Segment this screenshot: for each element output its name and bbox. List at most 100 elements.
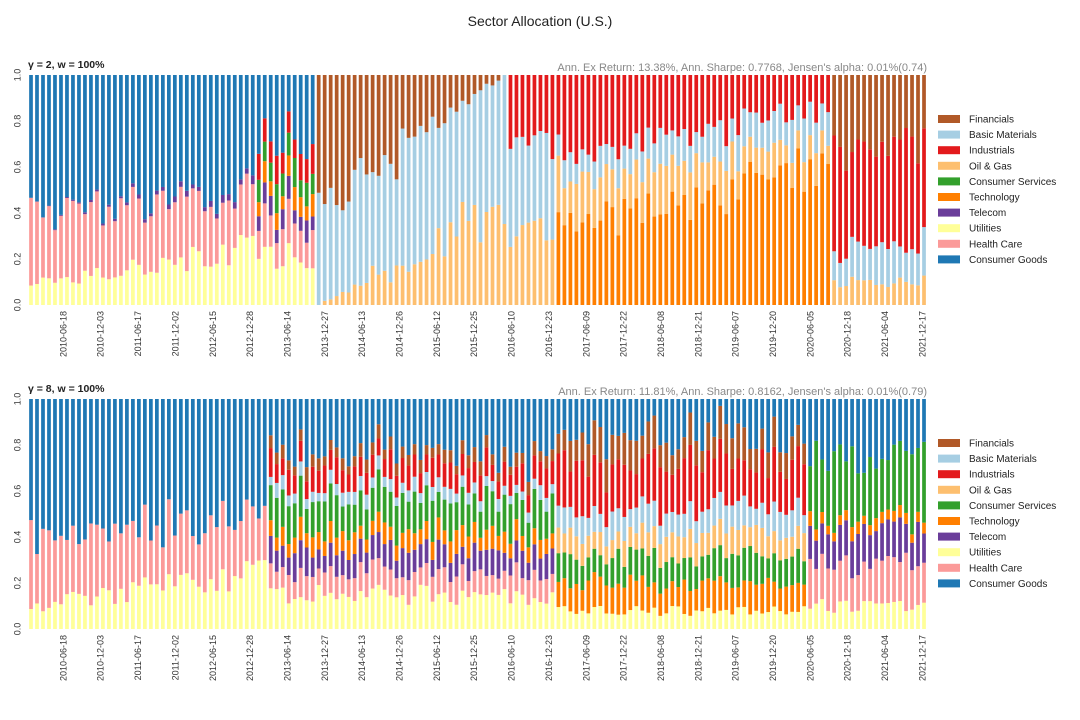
bar-segment [328, 592, 333, 629]
bar-segment [418, 473, 423, 494]
bar-segment [616, 159, 621, 189]
x-tick-label: 2016-06-10 [507, 635, 517, 681]
bar-segment [676, 399, 681, 450]
bar-segment [107, 204, 111, 207]
bar-segment [71, 200, 75, 283]
bar-segment [125, 205, 129, 271]
legend-swatch [938, 115, 960, 123]
bar-segment [532, 528, 537, 545]
bar-segment [880, 603, 884, 629]
bar-segment [490, 481, 495, 492]
bar-segment [298, 197, 303, 217]
x-tick-label: 2016-12-23 [544, 635, 554, 681]
bar-segment [856, 521, 860, 534]
bar-segment [364, 399, 369, 460]
legend-label: Consumer Goods [969, 255, 1047, 266]
bar-segment [724, 146, 729, 171]
bar-segment [556, 553, 561, 582]
bar-segment [149, 216, 153, 272]
bar-segment [430, 500, 435, 542]
bar-segment [149, 75, 153, 214]
bar-segment [874, 558, 878, 604]
bar-segment [568, 611, 573, 629]
bar-segment [274, 229, 279, 244]
bar-segment [832, 541, 836, 570]
bar-segment [622, 198, 627, 305]
bar-segment [604, 144, 609, 165]
bar-segment [604, 585, 609, 614]
bar-segment [364, 597, 369, 629]
bar-segment [166, 209, 171, 260]
bar-segment [862, 515, 866, 524]
bar-segment [706, 554, 711, 579]
bar-segment [748, 527, 753, 547]
bar-segment [262, 560, 267, 629]
legend-swatch [938, 208, 960, 217]
bar-segment [292, 475, 297, 494]
bar-segment [634, 533, 639, 550]
bar-segment [334, 75, 339, 206]
bar-segment [238, 75, 243, 180]
bar-segment [736, 555, 741, 588]
bar-segment [682, 75, 687, 130]
bar-segment [856, 75, 860, 140]
bar-segment [754, 75, 759, 113]
bar-segment [466, 220, 471, 305]
y-tick-label: 0.4 [12, 531, 22, 544]
bar-segment [430, 116, 435, 255]
bar-segment [724, 505, 729, 534]
bar-segment [520, 550, 525, 579]
bar-segment [790, 436, 795, 460]
bar-segment [760, 583, 765, 614]
bar-segment [658, 567, 663, 594]
bar-segment [370, 442, 375, 455]
bar-segment [736, 423, 741, 459]
bar-segment [484, 529, 489, 550]
bar-segment [274, 399, 279, 453]
bar-segment [220, 202, 225, 245]
bar-segment [47, 75, 51, 206]
bar-segment [742, 525, 747, 548]
bar-segment [826, 145, 830, 165]
bar-segment [610, 169, 615, 208]
y-tick-label: 1.0 [12, 69, 22, 82]
bar-segment [220, 194, 225, 203]
bar-segment [274, 497, 279, 538]
bar-segment [682, 613, 687, 629]
bar-segment [472, 461, 477, 483]
bar-segment [214, 399, 219, 528]
bar-segment [322, 555, 327, 573]
bar-segment [208, 206, 213, 267]
bar-segment [442, 530, 447, 545]
bar-segment [706, 75, 711, 124]
x-tick-label: 2014-12-26 [394, 635, 404, 681]
bar-segment [826, 112, 830, 146]
bar-segment [868, 399, 872, 458]
bar-segment [862, 280, 866, 305]
bar-segment [742, 146, 747, 174]
bar-segment [646, 453, 651, 504]
bar-segment [250, 235, 255, 305]
x-tick-label: 2019-12-20 [768, 635, 778, 681]
bar-segment [610, 511, 615, 541]
bar-segment [568, 75, 573, 153]
legend-label: Telecom [969, 532, 1006, 543]
bar-segment [424, 539, 429, 563]
bar-segment [850, 611, 854, 629]
bar-segment [202, 266, 207, 305]
bar-segment [496, 550, 501, 579]
panel-stats: Ann. Ex Return: 13.38%, Ann. Sharpe: 0.7… [557, 62, 927, 74]
bar-segment [125, 399, 129, 525]
bar-segment [442, 463, 447, 487]
bar-segment [418, 493, 423, 503]
bar-segment [664, 213, 669, 305]
bar-segment [460, 525, 465, 547]
bar-segment [526, 580, 531, 605]
bar-segment [514, 540, 519, 563]
bar-segment [580, 432, 585, 461]
bar-segment [89, 75, 93, 200]
bar-segment [406, 552, 411, 581]
bar-segment [202, 207, 207, 212]
bar-segment [298, 262, 303, 305]
